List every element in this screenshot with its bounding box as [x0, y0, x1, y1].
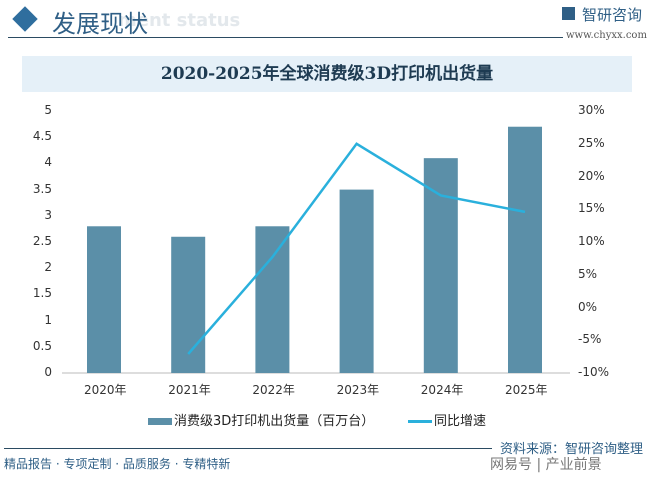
brand-url: www.chyxx.com: [566, 30, 647, 41]
section-title: 发展现状: [52, 10, 148, 38]
x-tick: 2024年: [420, 383, 464, 397]
bar: [87, 226, 121, 373]
legend-item-line: 同比增速: [408, 410, 486, 429]
brand-name: 智研咨询: [582, 6, 643, 24]
y-right-tick: 25%: [578, 135, 605, 150]
watermark: 网易号 | 产业前景: [490, 457, 602, 473]
y-right-tick: 0%: [578, 299, 598, 314]
x-tick: 2025年: [505, 383, 548, 397]
y-right-tick: -10%: [578, 365, 610, 379]
y-left-tick: 3.5: [32, 181, 52, 196]
header-divider: [8, 37, 563, 38]
bar: [171, 236, 206, 373]
y-left-tick: 0: [44, 365, 52, 379]
bar: [423, 158, 458, 373]
y-right-tick: -5%: [578, 332, 602, 347]
footer-divider: [4, 448, 492, 449]
title-band: [22, 56, 632, 92]
legend-item-bar: 消费级3D打印机出货量（百万台）: [148, 410, 374, 429]
header-ghost-text: ment status: [118, 10, 241, 31]
bar: [508, 126, 542, 373]
bar: [339, 189, 374, 373]
y-left-tick: 2.5: [32, 234, 52, 248]
y-right-tick: 5%: [578, 266, 598, 281]
growth-line: [187, 142, 526, 355]
x-tick: 2022年: [252, 383, 295, 397]
y-left-tick: 2: [44, 260, 52, 275]
bar: [255, 226, 290, 373]
x-tick: 2023年: [336, 383, 380, 397]
y-left-tick: 1: [44, 312, 52, 327]
legend-bar-label: 消费级3D打印机出货量（百万台）: [174, 414, 375, 429]
source-note: 资料来源：智研咨询整理: [500, 442, 644, 457]
y-right-tick: 30%: [578, 103, 605, 117]
brand-logo-icon: [562, 7, 575, 20]
legend-bar-swatch: [148, 418, 172, 425]
y-right-tick: 15%: [578, 201, 605, 216]
y-left-tick: 4: [44, 155, 52, 170]
y-right-tick: 20%: [578, 168, 605, 183]
y-left-tick: 0.5: [32, 338, 52, 353]
chart-title: 2020-2025年全球消费级3D打印机出货量: [160, 64, 494, 84]
y-left-tick: 4.5: [32, 129, 52, 144]
legend-line-swatch: [408, 420, 432, 423]
y-left-tick: 5: [44, 103, 52, 117]
y-right-tick: 10%: [578, 234, 605, 248]
legend-line-label: 同比增速: [434, 414, 487, 429]
x-tick: 2021年: [168, 383, 211, 397]
x-tick: 2020年: [84, 383, 127, 397]
y-left-tick: 1.5: [32, 286, 52, 301]
footer-tagline: 精品报告 · 专项定制 · 品质服务 · 专精特新: [4, 457, 231, 471]
y-left-tick: 3: [44, 207, 52, 222]
